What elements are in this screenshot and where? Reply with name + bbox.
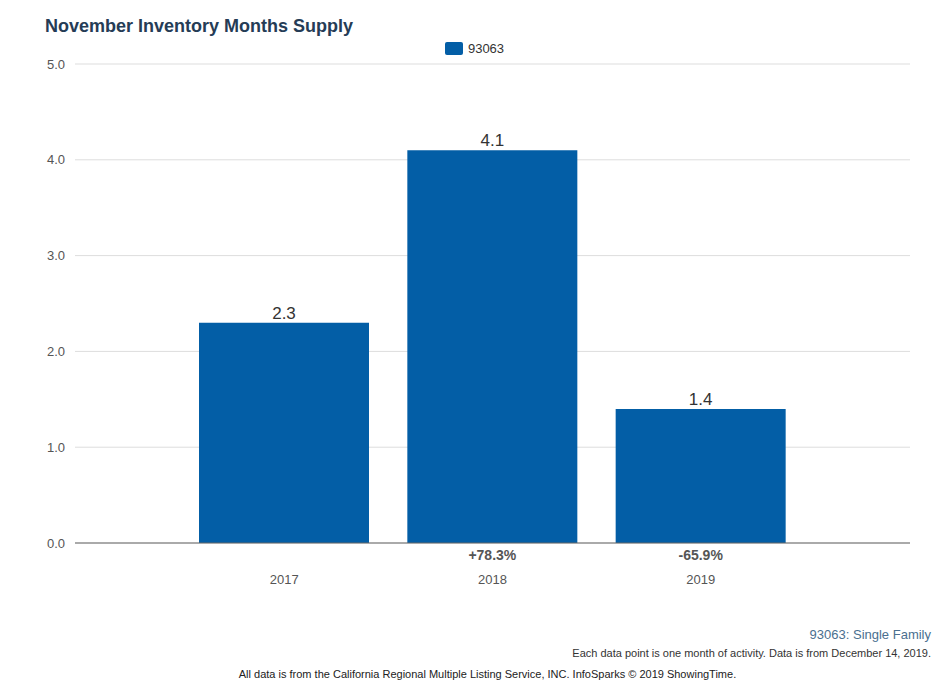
svg-text:2018: 2018 (478, 572, 507, 587)
html-text:All data is from the Californi: All data is from the California Regional… (238, 668, 737, 680)
html-text:93063: 93063 (467, 41, 505, 56)
svg-text:4.1: 4.1 (481, 131, 505, 150)
svg-text:2.0: 2.0 (47, 344, 65, 359)
svg-text:5.0: 5.0 (47, 57, 65, 72)
svg-text:2.3: 2.3 (272, 304, 296, 323)
svg-text:1.4: 1.4 (689, 390, 713, 409)
svg-text:4.0: 4.0 (47, 152, 65, 167)
svg-text:-65.9%: -65.9% (678, 547, 723, 563)
html-text:93063: Single Family: 93063: Single Family (809, 627, 931, 642)
svg-text:1.0: 1.0 (47, 440, 65, 455)
html-text:November Inventory Months Supp: November Inventory Months Supply (45, 16, 353, 36)
svg-text:2017: 2017 (270, 572, 299, 587)
svg-text:0.0: 0.0 (47, 536, 65, 551)
html-text:Each data point is one month o: Each data point is one month of activity… (572, 647, 931, 659)
svg-text:+78.3%: +78.3% (468, 547, 516, 563)
svg-text:3.0: 3.0 (47, 248, 65, 263)
svg-text:2019: 2019 (686, 572, 715, 587)
